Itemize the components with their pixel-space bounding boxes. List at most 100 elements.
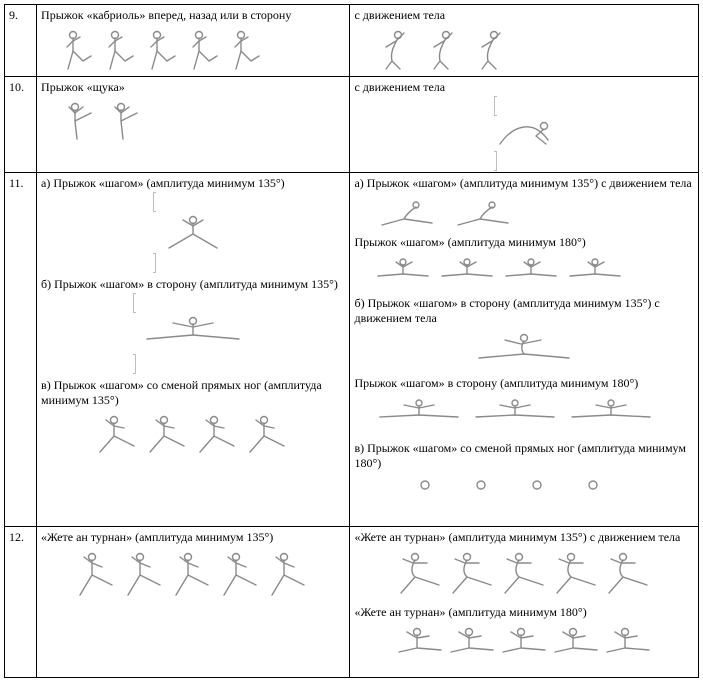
jump-block: «Жете ан турнан» (амплитуда минимум 135°… <box>41 530 345 603</box>
jump-block: Прыжок «щука» <box>41 80 345 145</box>
illustration-row <box>41 549 345 603</box>
cell-left: а) Прыжок «шагом» (амплитуда минимум 135… <box>37 173 350 527</box>
jump-block: Прыжок «кабриоль» вперед, назад или в ст… <box>41 8 345 73</box>
jump-description-right: Прыжок «шагом» в сторону (амплитуда мини… <box>354 376 694 391</box>
switch-180-figure <box>415 475 465 523</box>
jump-block: в) Прыжок «шагом» со сменой прямых ног (… <box>354 441 694 523</box>
switch-135-figure <box>246 412 290 460</box>
jete-body-figure <box>553 549 599 599</box>
row-number: 9. <box>5 5 37 77</box>
row-number: 10. <box>5 77 37 173</box>
jete-135-figure <box>124 549 166 603</box>
illustration-row <box>354 549 694 599</box>
jete-body-figure <box>397 549 443 599</box>
jete-body-figure <box>605 549 651 599</box>
jump-block: а) Прыжок «шагом» (амплитуда минимум 135… <box>41 176 345 271</box>
split-135-figure <box>153 195 233 271</box>
jump-description-left: б) Прыжок «шагом» в сторону (амплитуда м… <box>41 277 345 292</box>
switch-135-figure <box>196 412 240 460</box>
table-row: 9. Прыжок «кабриоль» вперед, назад или в… <box>5 5 699 77</box>
cabriole-figure <box>229 27 265 73</box>
switch-180-figure <box>471 475 521 523</box>
jump-description-right: в) Прыжок «шагом» со сменой прямых ног (… <box>354 441 694 471</box>
illustration-row <box>41 27 345 73</box>
illustration-row <box>354 330 694 370</box>
jumps-table: 9. Прыжок «кабриоль» вперед, назад или в… <box>4 4 699 678</box>
jete-135-figure <box>268 549 310 603</box>
jete-180-figure <box>397 624 443 674</box>
jump-block: Прыжок «шагом» в сторону (амплитуда мини… <box>354 376 694 435</box>
jump-description-right: а) Прыжок «шагом» (амплитуда минимум 135… <box>354 176 694 191</box>
table-row: 10. Прыжок «щука» с движением тела <box>5 77 699 173</box>
split-180-figure <box>502 254 560 290</box>
switch-180-figure <box>583 475 633 523</box>
switch-180-figure <box>527 475 577 523</box>
jump-block: «Жете ан турнан» (амплитуда минимум 135°… <box>354 530 694 599</box>
pike-figure <box>107 99 147 145</box>
illustration-row <box>354 195 694 229</box>
jete-135-figure <box>76 549 118 603</box>
side-split-180-figure <box>566 395 656 435</box>
cabriole-figure <box>145 27 181 73</box>
jump-description-left: «Жете ан турнан» (амплитуда минимум 135°… <box>41 530 345 545</box>
cell-right: с движением тела <box>350 5 699 77</box>
illustration-row <box>354 27 694 71</box>
jump-block: в) Прыжок «шагом» со сменой прямых ног (… <box>41 378 345 460</box>
row-number: 11. <box>5 173 37 527</box>
side-split-figure <box>133 296 253 372</box>
jump-block: с движением тела <box>354 80 694 169</box>
cabriole-figure <box>61 27 97 73</box>
side-split-180-figure <box>470 395 560 435</box>
jete-135-figure <box>172 549 214 603</box>
jump-description-left: а) Прыжок «шагом» (амплитуда минимум 135… <box>41 176 345 191</box>
jete-180-figure <box>449 624 495 674</box>
jump-block: «Жете ан турнан» (амплитуда минимум 180°… <box>354 605 694 674</box>
switch-135-figure <box>146 412 190 460</box>
jete-180-figure <box>605 624 651 674</box>
jump-block: б) Прыжок «шагом» в сторону (амплитуда м… <box>41 277 345 372</box>
jump-description-left: в) Прыжок «шагом» со сменой прямых ног (… <box>41 378 345 408</box>
arch-figure <box>374 27 416 71</box>
switch-135-figure <box>96 412 140 460</box>
cabriole-figure <box>103 27 139 73</box>
arch-figure <box>422 27 464 71</box>
cell-right: «Жете ан турнан» (амплитуда минимум 135°… <box>350 527 699 678</box>
split-body-135-figure <box>374 195 444 229</box>
jump-description-right: с движением тела <box>354 8 694 23</box>
cell-left: Прыжок «щука» <box>37 77 350 173</box>
jump-description-right: с движением тела <box>354 80 694 95</box>
split-180-figure <box>566 254 624 290</box>
illustration-row <box>41 195 345 271</box>
cell-left: Прыжок «кабриоль» вперед, назад или в ст… <box>37 5 350 77</box>
jump-block: а) Прыжок «шагом» (амплитуда минимум 135… <box>354 176 694 229</box>
jete-body-figure <box>501 549 547 599</box>
illustration-row <box>41 412 345 460</box>
illustration-row <box>354 475 694 523</box>
split-180-figure <box>374 254 432 290</box>
jump-description-right: «Жете ан турнан» (амплитуда минимум 135°… <box>354 530 694 545</box>
table-row: 12. «Жете ан турнан» (амплитуда минимум … <box>5 527 699 678</box>
jete-180-figure <box>553 624 599 674</box>
illustration-row <box>41 99 345 145</box>
row-number: 12. <box>5 527 37 678</box>
illustration-row <box>354 254 694 290</box>
jump-description-left: Прыжок «кабриоль» вперед, назад или в ст… <box>41 8 345 23</box>
jump-block: с движением тела <box>354 8 694 71</box>
jump-description-right: Прыжок «шагом» (амплитуда минимум 180°) <box>354 235 694 250</box>
illustration-row <box>354 624 694 674</box>
cell-right: с движением тела <box>350 77 699 173</box>
jete-135-figure <box>220 549 262 603</box>
illustration-row <box>41 296 345 372</box>
cell-left: «Жете ан турнан» (амплитуда минимум 135°… <box>37 527 350 678</box>
jump-description-left: Прыжок «щука» <box>41 80 345 95</box>
side-split-body-figure <box>469 330 579 370</box>
cell-right: а) Прыжок «шагом» (амплитуда минимум 135… <box>350 173 699 527</box>
jete-180-figure <box>501 624 547 674</box>
jump-description-right: «Жете ан турнан» (амплитуда минимум 180°… <box>354 605 694 620</box>
arch-figure <box>470 27 512 71</box>
split-body-135-figure <box>450 195 520 229</box>
jump-description-right: б) Прыжок «шагом» в сторону (амплитуда м… <box>354 296 694 326</box>
jump-block: Прыжок «шагом» (амплитуда минимум 180°) <box>354 235 694 290</box>
table-row: 11. а) Прыжок «шагом» (амплитуда минимум… <box>5 173 699 527</box>
cabriole-figure <box>187 27 223 73</box>
